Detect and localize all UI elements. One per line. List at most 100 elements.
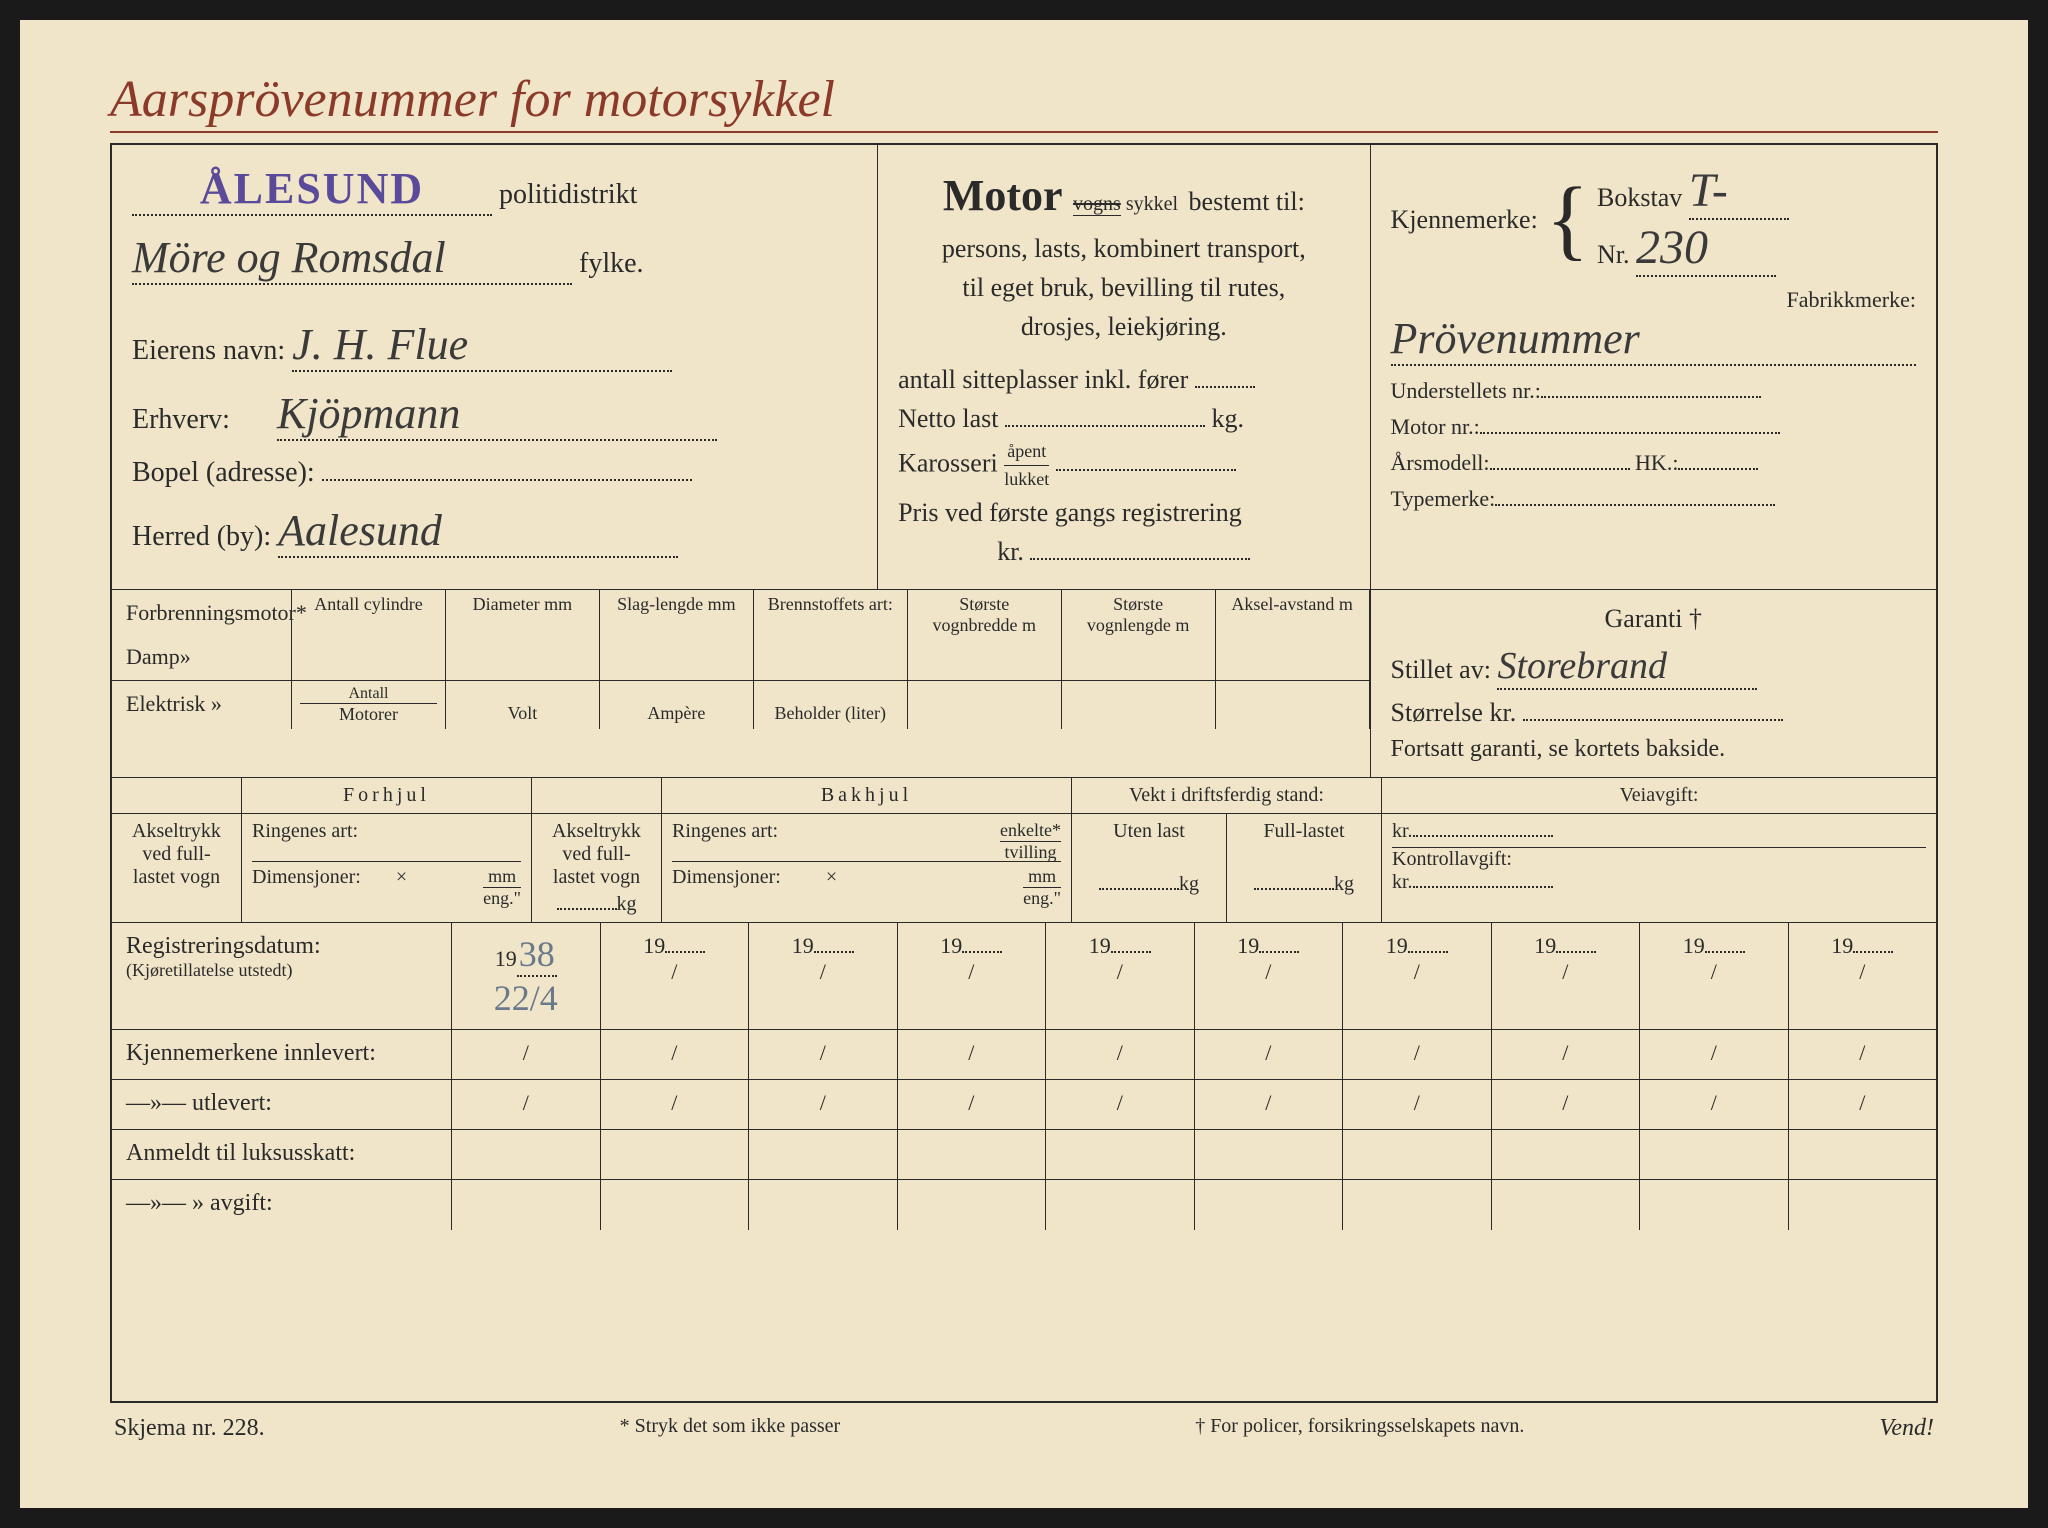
kr-k: kr.	[1392, 871, 1413, 893]
motor-line1: persons, lasts, kombinert transport,	[898, 229, 1349, 268]
eng-b: eng."	[1023, 888, 1061, 908]
section1-right: Kjennemerke: { Bokstav T- Nr. 230 Fabrik…	[1371, 145, 1936, 589]
sl-u9: /	[1640, 1080, 1789, 1129]
typemerke-label: Typemerke:	[1391, 486, 1496, 511]
yp7: 19	[1386, 933, 1408, 958]
sl-i2: /	[601, 1030, 750, 1079]
arsmodell-label: Årsmodell:	[1391, 450, 1490, 475]
volt-header: Volt	[446, 681, 600, 729]
aksel-header: Aksel-avstand m	[1216, 590, 1370, 680]
tvilling: tvilling	[1005, 842, 1057, 862]
karosseri-label: Karosseri	[898, 448, 998, 477]
year1: 38	[519, 934, 555, 974]
politidistrikt-label: politidistrikt	[499, 179, 637, 210]
kg-ul: kg	[1179, 873, 1199, 895]
damp-label: Damp»	[126, 644, 277, 670]
utlevert-label: —»— utlevert:	[112, 1080, 452, 1129]
section-1: ÅLESUND politidistrikt Möre og Romsdal f…	[112, 145, 1936, 590]
beholder-header: Beholder (liter)	[754, 681, 908, 729]
forbrennings-label: Forbrenningsmotor*	[126, 600, 277, 626]
vend: Vend!	[1879, 1415, 1934, 1442]
motor-line3: drosjes, leiekjøring.	[898, 307, 1349, 346]
policer-note: † For policer, forsikringsselskapets nav…	[1195, 1415, 1524, 1442]
brennstoff-header: Brennstoffets art:	[754, 590, 908, 680]
lengde-header: Største vognlengde m	[1062, 590, 1216, 680]
antall-sitte-label: antall sitteplasser inkl. fører	[898, 365, 1188, 394]
vogns-strike: vogns	[1073, 193, 1121, 216]
footer: Skjema nr. 228. * Stryk det som ikke pas…	[110, 1403, 1938, 1454]
eierens-navn-label: Eierens navn:	[132, 335, 285, 367]
ringenes-art-b: Ringenes art:	[672, 820, 778, 842]
section1-middle: Motor vogns sykkel bestemt til: persons,…	[878, 145, 1370, 589]
erhverv-label: Erhverv:	[132, 404, 230, 436]
hk-label: HK.:	[1635, 450, 1678, 475]
s3: /	[820, 959, 826, 984]
motor-label: Motor	[943, 171, 1063, 220]
section-2: Forbrenningsmotor* Damp» Antall cylindre…	[112, 590, 1936, 778]
antall-sub: Antall	[300, 685, 437, 704]
sl-u3: /	[749, 1080, 898, 1129]
yp6: 19	[1237, 933, 1259, 958]
avgift-row: —»— » avgift:	[112, 1180, 1936, 1230]
fylke-label: fylke.	[579, 248, 644, 279]
sl-i10: /	[1789, 1030, 1937, 1079]
motorer-sub: Motorer	[300, 704, 437, 725]
dimensjoner-b: Dimensjoner:	[672, 866, 781, 888]
stillet-av-label: Stillet av:	[1391, 655, 1491, 684]
sykkel-label: sykkel	[1126, 193, 1178, 215]
handwritten-header: Aarsprövenummer for motorsykkel	[110, 70, 1938, 133]
fabrikkmerke-value: Prövenummer	[1391, 314, 1640, 363]
fabrikkmerke-label: Fabrikkmerke:	[1391, 287, 1916, 313]
sl-i8: /	[1492, 1030, 1641, 1079]
full-lastet: Full-lastet	[1237, 820, 1371, 843]
reg-sub: (Kjøretillatelse utstedt)	[126, 960, 437, 981]
anmeldt-row: Anmeldt til luksusskatt:	[112, 1130, 1936, 1180]
motor-line2: til eget bruk, bevilling til rutes,	[898, 268, 1349, 307]
sl-u7: /	[1343, 1080, 1492, 1129]
kg-fl: kg	[1334, 873, 1354, 895]
garanti-section: Garanti † Stillet av: Storebrand Størrel…	[1371, 590, 1936, 777]
s9: /	[1711, 959, 1717, 984]
antall-cyl-header: Antall cylindre	[292, 590, 446, 680]
dimensjoner-f: Dimensjoner:	[252, 866, 361, 888]
understell-label: Understellets nr.:	[1391, 378, 1541, 403]
s7: /	[1414, 959, 1420, 984]
reg-label: Registreringsdatum:	[126, 933, 437, 960]
apent-label: åpent	[1004, 438, 1049, 466]
engine-section: Forbrenningsmotor* Damp» Antall cylindre…	[112, 590, 1371, 777]
eierens-navn-value: J. H. Flue	[292, 320, 468, 369]
sl-i9: /	[1640, 1030, 1789, 1079]
ampere-header: Ampère	[600, 681, 754, 729]
diameter-header: Diameter mm	[446, 590, 600, 680]
kg-b: kg	[617, 893, 637, 915]
storrelse-label: Størrelse kr.	[1391, 698, 1517, 727]
brace-icon: {	[1546, 184, 1589, 256]
s10: /	[1859, 959, 1865, 984]
bopel-label: Bopel (adresse):	[132, 457, 315, 489]
sl-u10: /	[1789, 1080, 1937, 1129]
bredde-header: Største vognbredde m	[908, 590, 1062, 680]
forhjul-header: Forhjul	[242, 778, 532, 813]
kr-label: kr.	[997, 537, 1024, 566]
form-border: ÅLESUND politidistrikt Möre og Romsdal f…	[110, 143, 1938, 1403]
mm-f: mm	[483, 866, 521, 888]
garanti-label: Garanti †	[1391, 604, 1916, 634]
avgift-label: —»— » avgift:	[112, 1180, 452, 1230]
s5: /	[1117, 959, 1123, 984]
sl-i4: /	[898, 1030, 1047, 1079]
year-header-row: Registreringsdatum: (Kjøretillatelse uts…	[112, 923, 1936, 1030]
pris-label: Pris ved første gangs registrering	[898, 493, 1349, 532]
stillet-value: Storebrand	[1497, 645, 1667, 687]
erhverv-value: Kjöpmann	[277, 389, 460, 438]
herred-value: Aalesund	[278, 506, 442, 555]
mm-b: mm	[1023, 866, 1061, 888]
yp9: 19	[1683, 933, 1705, 958]
s4: /	[968, 959, 974, 984]
sl-i5: /	[1046, 1030, 1195, 1079]
yp10: 19	[1831, 933, 1853, 958]
sl-u8: /	[1492, 1080, 1641, 1129]
vekt-header: Vekt i driftsferdig stand:	[1072, 778, 1382, 813]
fylke-value: Möre og Romsdal	[132, 233, 446, 282]
kontrollavgift: Kontrollavgift:	[1392, 847, 1926, 871]
yp8: 19	[1534, 933, 1556, 958]
